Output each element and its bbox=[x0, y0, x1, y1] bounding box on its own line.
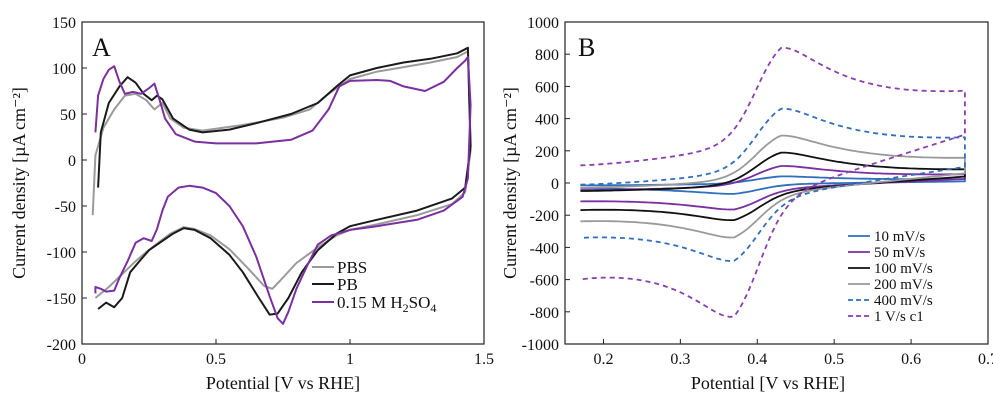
legend-label-h2so4: 0.15 M H2SO4 bbox=[337, 293, 436, 315]
panel-a-chart: 0 0.5 1 1.5 150 100 50 0 -50 -100 -150 -200 A Poten… bbox=[9, 15, 494, 393]
x-tick-label: 0.2 bbox=[593, 351, 613, 368]
legend-label-50-mv-s: 50 mV/s bbox=[874, 245, 925, 261]
panel-a-ticks: 0 0.5 1 1.5 150 100 50 0 -50 -100 -150 -200 bbox=[47, 15, 494, 368]
x-tick-label: 1 bbox=[346, 351, 354, 368]
legend-label-100-mv-s: 100 mV/s bbox=[874, 261, 933, 277]
panel-b-chart: 0.2 0.3 0.4 0.5 0.6 0.7 1000 800 600 400 200 0 -200 -… bbox=[500, 15, 993, 393]
panel-a-legend-item-pbs: PBS bbox=[312, 258, 367, 277]
y-tick-label: 600 bbox=[535, 79, 559, 96]
y-tick-label: 0 bbox=[68, 153, 76, 170]
y-tick-label: 50 bbox=[60, 107, 76, 124]
series-line-400-mv-s bbox=[580, 107, 966, 262]
y-tick-label: 1000 bbox=[527, 15, 559, 32]
y-tick-label: -200 bbox=[47, 337, 76, 354]
y-tick-label: 800 bbox=[535, 47, 559, 64]
x-tick-label: 0.5 bbox=[206, 351, 226, 368]
legend-label-200-mv-s: 200 mV/s bbox=[874, 277, 933, 293]
panel-a-legend-item-pb: PB bbox=[312, 275, 358, 294]
y-tick-label: -800 bbox=[530, 305, 559, 322]
panel-a-y-axis-label: Current density [µA cm⁻²] bbox=[9, 87, 29, 279]
legend-label-pb: PB bbox=[337, 275, 358, 294]
x-tick-label: 1.5 bbox=[474, 351, 494, 368]
y-tick-label: 150 bbox=[52, 15, 76, 32]
y-tick-label: -50 bbox=[55, 199, 76, 216]
panel-a-x-axis-label: Potential [V vs RHE] bbox=[206, 373, 360, 393]
panel-a-label: A bbox=[92, 33, 111, 62]
series-line-10-mv-s bbox=[580, 175, 966, 195]
panel-b-series-layer bbox=[580, 46, 966, 318]
panel-b-legend-item-200-mv-s: 200 mV/s bbox=[848, 277, 933, 293]
y-tick-label: -100 bbox=[47, 245, 76, 262]
panel-a-plot-frame bbox=[81, 21, 485, 345]
y-tick-label: -600 bbox=[530, 273, 559, 290]
series-line-0-15-m-h2so4 bbox=[94, 56, 472, 325]
x-tick-label: 0.3 bbox=[670, 351, 690, 368]
panel-b-legend-item-1-v-s-c1: 1 V/s c1 bbox=[848, 309, 924, 325]
y-tick-label: 400 bbox=[535, 112, 559, 129]
y-tick-label: 0 bbox=[551, 176, 559, 193]
panel-b-ticks: 0.2 0.3 0.4 0.5 0.6 0.7 1000 800 600 400 200 0 -200 -… bbox=[522, 15, 993, 368]
panel-b-y-axis-label: Current density [µA cm⁻²] bbox=[500, 87, 520, 279]
legend-label-10-mv-s: 10 mV/s bbox=[874, 229, 925, 245]
series-line-1-v-s-c1 bbox=[580, 46, 966, 318]
panel-b-legend-item-400-mv-s: 400 mV/s bbox=[848, 293, 933, 309]
x-tick-label: 0.4 bbox=[747, 351, 767, 368]
panel-a-series-layer bbox=[91, 46, 472, 325]
panel-b-legend-item-100-mv-s: 100 mV/s bbox=[848, 261, 933, 277]
y-tick-label: 200 bbox=[535, 144, 559, 161]
x-tick-label: 0.5 bbox=[824, 351, 844, 368]
panel-a-legend-item-h2so4: 0.15 M H2SO4 bbox=[312, 293, 436, 315]
panel-b-legend-item-10-mv-s: 10 mV/s bbox=[848, 229, 925, 245]
panel-b-x-axis-label: Potential [V vs RHE] bbox=[691, 373, 845, 393]
y-tick-label: -1000 bbox=[522, 337, 559, 354]
y-tick-label: 100 bbox=[52, 61, 76, 78]
legend-label-1-v-s-c1: 1 V/s c1 bbox=[874, 309, 924, 325]
legend-label-pbs: PBS bbox=[337, 258, 367, 277]
y-tick-label: -400 bbox=[530, 240, 559, 257]
panel-b-legend-item-50-mv-s: 50 mV/s bbox=[848, 245, 925, 261]
y-tick-label: -200 bbox=[530, 208, 559, 225]
panel-b-label: B bbox=[578, 33, 595, 62]
panel-a-legend: PBS PB 0.15 M H2SO4 bbox=[312, 258, 436, 315]
x-tick-label: 0 bbox=[78, 351, 86, 368]
x-tick-label: 0.6 bbox=[901, 351, 921, 368]
y-tick-label: -150 bbox=[47, 291, 76, 308]
legend-label-400-mv-s: 400 mV/s bbox=[874, 293, 933, 309]
x-tick-label: 0.7 bbox=[978, 351, 993, 368]
